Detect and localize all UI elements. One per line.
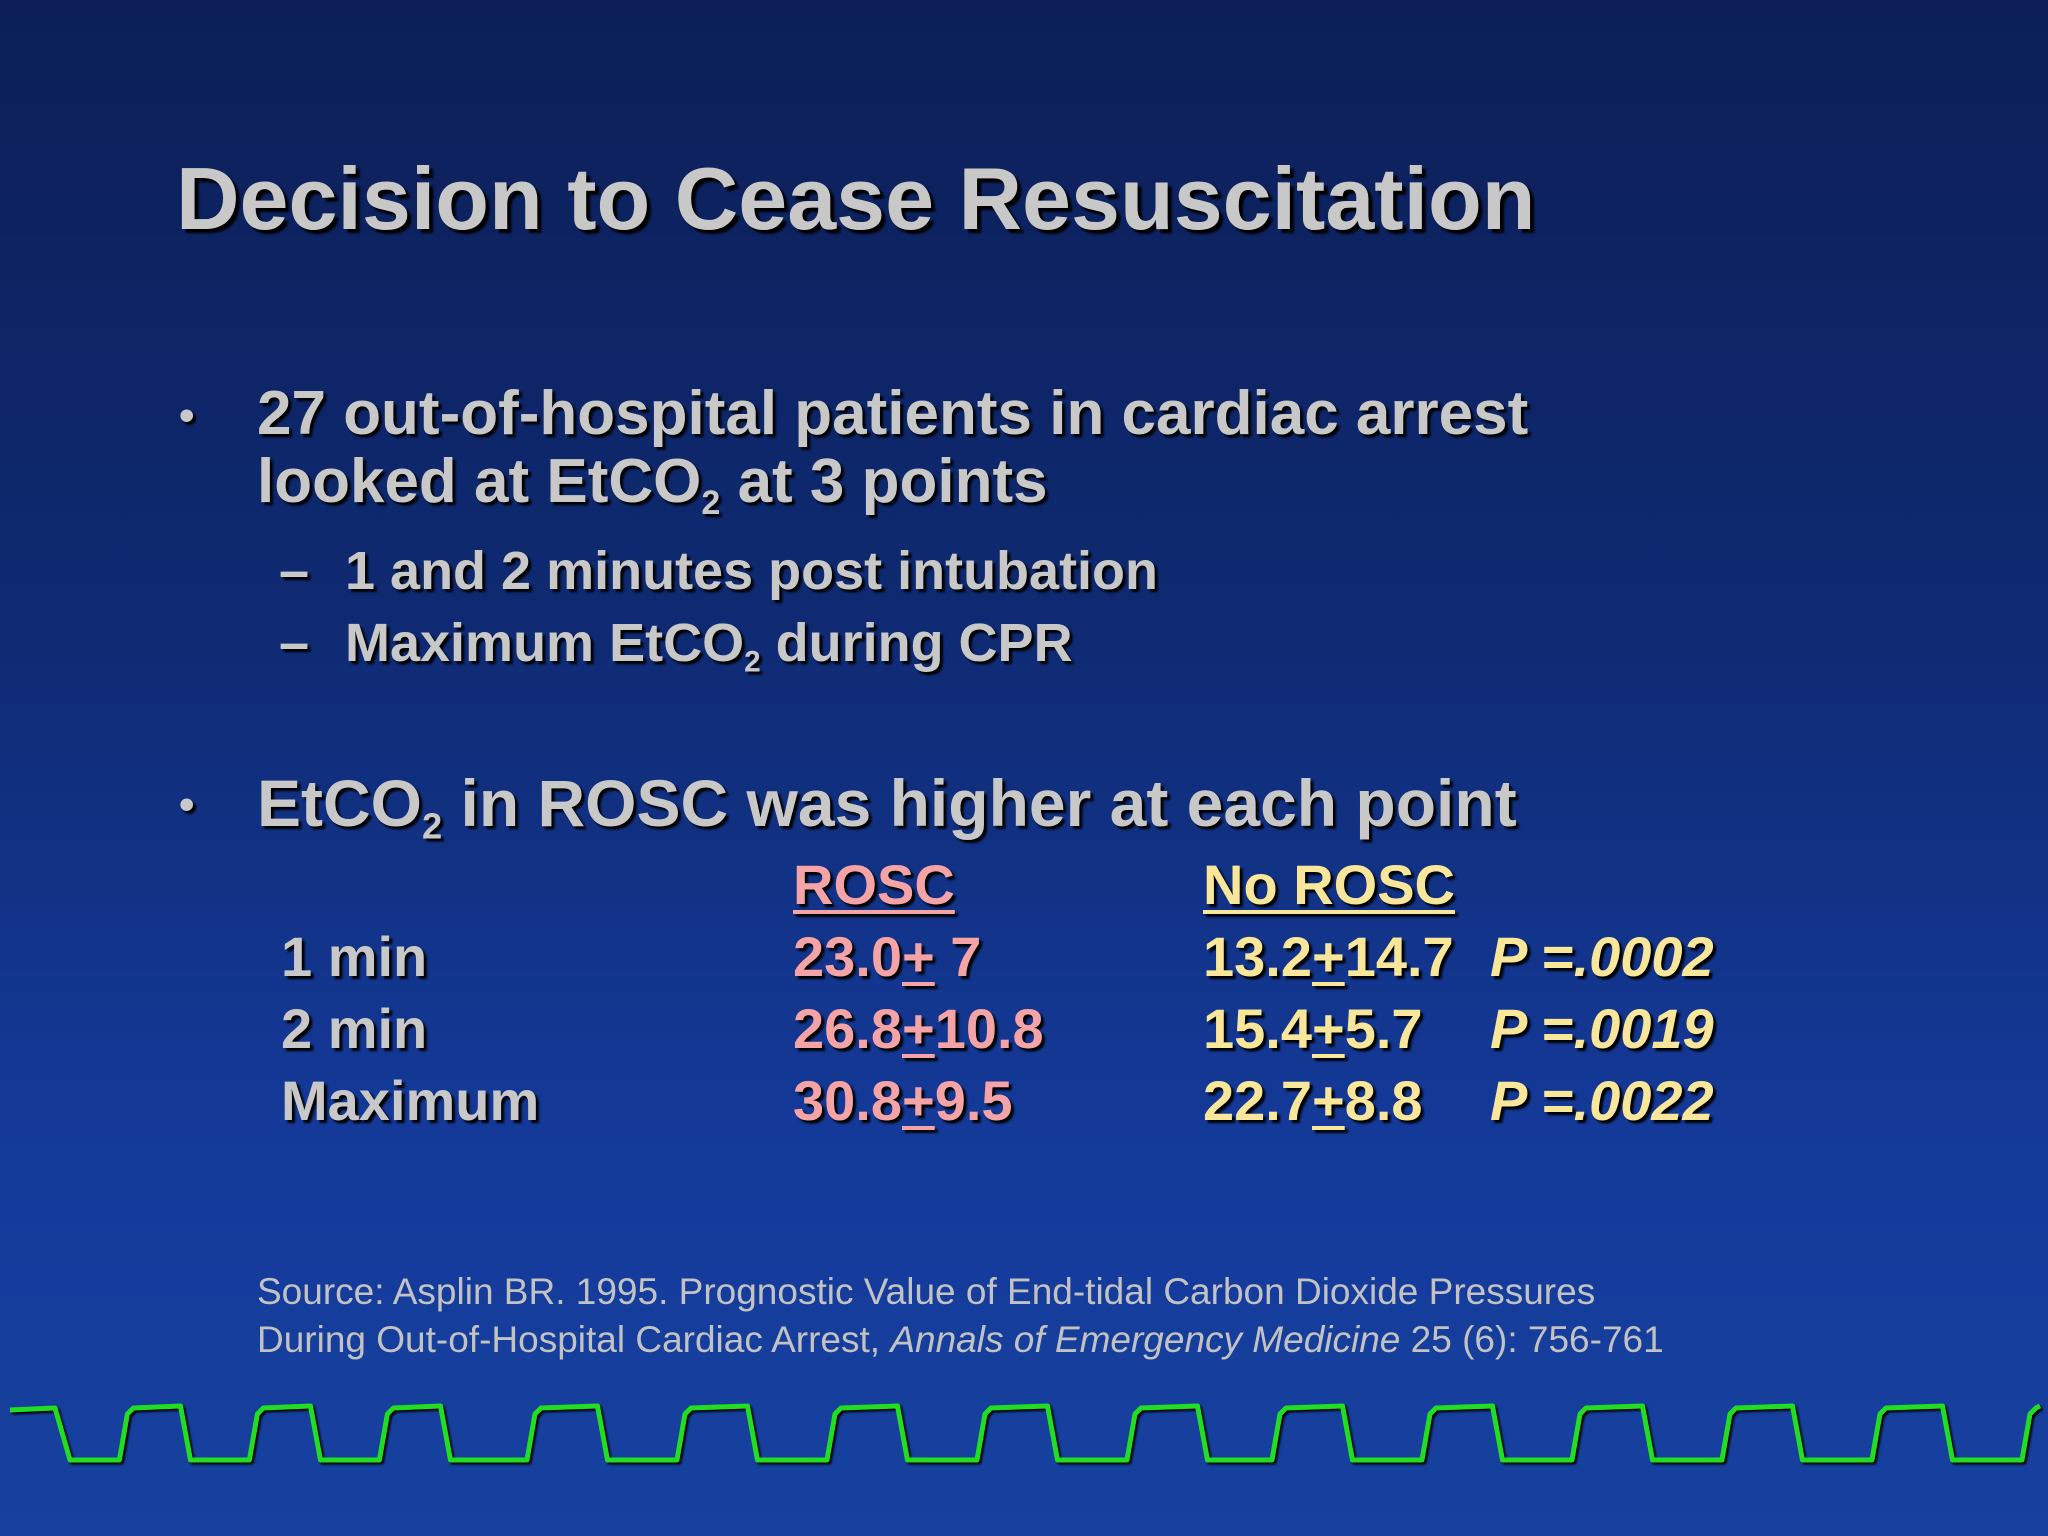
bullet-patients: • 27 out-of-hospital patients in cardiac… (179, 379, 1529, 537)
subbullet-maximum: – Maximum EtCO2 during CPR (279, 612, 1073, 679)
source-line-2: During Out-of-Hospital Cardiac Arrest, A… (257, 1316, 1664, 1364)
no-rosc-value-maximum: 22.7+8.8 (1203, 1068, 1423, 1133)
subbullet-text-post: during CPR (760, 613, 1073, 673)
source-line-2-pre: During Out-of-Hospital Cardiac Arrest, (257, 1319, 891, 1360)
dash-marker: – (279, 613, 310, 673)
plus-minus: + (1312, 1069, 1345, 1132)
plus-minus: + (1312, 925, 1345, 988)
bullet-dot: • (179, 391, 195, 440)
mean: 23.0 (793, 925, 902, 988)
bullet-text-post: in ROSC was higher at each point (442, 766, 1517, 840)
sd: 9.5 (934, 1069, 1013, 1132)
sd: 5.7 (1344, 997, 1423, 1060)
header-no-rosc: No ROSC (1203, 853, 1455, 916)
source-line-1: Source: Asplin BR. 1995. Prognostic Valu… (257, 1271, 1596, 1312)
bullet-line-2-pre: looked at EtCO (257, 447, 702, 516)
no-rosc-value-2-min: 15.4+5.7 (1203, 996, 1423, 1061)
capnogram-trace (9, 1403, 2042, 1463)
dash-marker: – (279, 541, 310, 601)
rosc-value-1-min: 23.0+ 7 (793, 924, 981, 989)
rosc-value-maximum: 30.8+9.5 (793, 1068, 1013, 1133)
bullet-etco2-higher: • EtCO2 in ROSC was higher at each point (179, 766, 1517, 863)
journal-name: Annals of Emergency Medicine (890, 1319, 1401, 1360)
header-rosc: ROSC (793, 853, 955, 916)
sd: 14.7 (1344, 925, 1454, 988)
row-label-maximum: Maximum (281, 1069, 540, 1132)
capnogram-waveform-icon (9, 1403, 2042, 1463)
no-rosc-value-1-min: 13.2+14.7 (1203, 924, 1454, 989)
mean: 30.8 (793, 1069, 902, 1132)
sd: 7 (934, 925, 982, 988)
p-value-maximum: P =.0022 (1490, 1069, 1714, 1132)
p-value-1-min: P =.0002 (1490, 925, 1714, 988)
rosc-value-2-min: 26.8+10.8 (793, 996, 1044, 1061)
source-citation: Source: Asplin BR. 1995. Prognostic Valu… (257, 1268, 1664, 1364)
mean: 22.7 (1203, 1069, 1312, 1132)
bullet-dot: • (179, 780, 195, 829)
bullet-line-2-post: at 3 points (720, 447, 1048, 516)
source-line-2-post: 25 (6): 756-761 (1400, 1319, 1664, 1360)
plus-minus: + (1312, 997, 1345, 1060)
bullet-line-1: 27 out-of-hospital patients in cardiac a… (257, 379, 1529, 448)
plus-minus: + (902, 925, 935, 988)
plus-minus: + (902, 1069, 935, 1132)
row-label-1-min: 1 min (281, 925, 428, 988)
subbullet-text: 1 and 2 minutes post intubation (345, 541, 1159, 601)
subbullet-intubation: – 1 and 2 minutes post intubation (279, 540, 1159, 602)
p-value-2-min: P =.0019 (1490, 997, 1714, 1060)
subscript-2: 2 (744, 645, 761, 679)
subscript-2: 2 (701, 483, 721, 522)
subbullet-text-pre: Maximum EtCO (345, 613, 745, 673)
plus-minus: + (902, 997, 935, 1060)
mean: 15.4 (1203, 997, 1312, 1060)
slide-title: Decision to Cease Resuscitation (176, 149, 1536, 248)
mean: 26.8 (793, 997, 902, 1060)
subscript-2: 2 (422, 805, 443, 847)
mean: 13.2 (1203, 925, 1312, 988)
bullet-line-2: looked at EtCO2 at 3 points (257, 448, 1528, 537)
sd: 10.8 (934, 997, 1044, 1060)
row-label-2-min: 2 min (281, 997, 428, 1060)
bullet-text-pre: EtCO (257, 766, 422, 840)
sd: 8.8 (1344, 1069, 1423, 1132)
